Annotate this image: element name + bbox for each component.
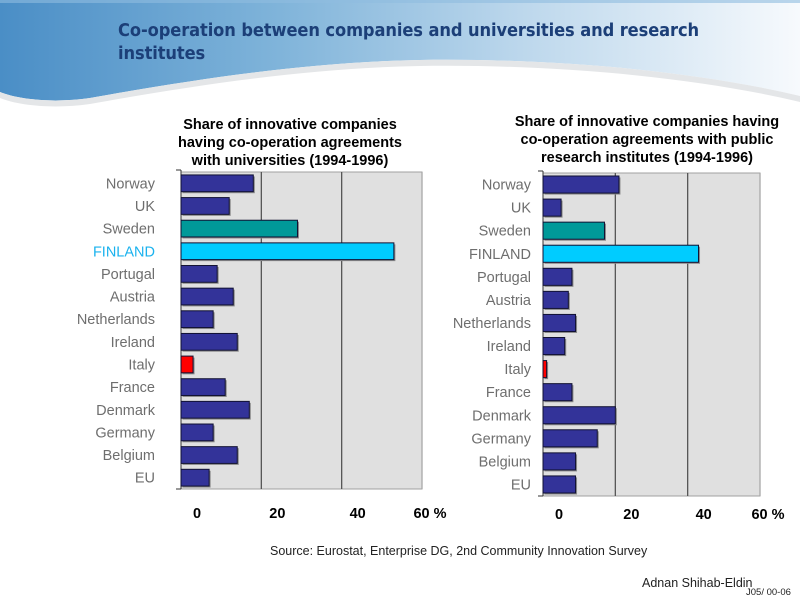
bar-france xyxy=(180,378,226,396)
bar-uk xyxy=(542,198,562,217)
category-label: Norway xyxy=(106,176,156,192)
category-label: Denmark xyxy=(472,408,532,424)
bar-norway xyxy=(542,175,620,194)
category-label: Germany xyxy=(95,425,155,441)
category-label: UK xyxy=(511,201,531,217)
chart-title-line: with universities (1994-1996) xyxy=(191,153,389,169)
chart-title-line: co-operation agreements with public xyxy=(520,132,774,148)
bar-germany xyxy=(180,423,214,442)
category-label: Austria xyxy=(486,293,532,309)
category-label: Italy xyxy=(504,362,531,378)
bar-sweden xyxy=(180,219,298,238)
category-label: Belgium xyxy=(479,454,531,470)
chart-title-line: Share of innovative companies xyxy=(183,117,397,133)
bar-norway xyxy=(180,174,254,193)
bar-france xyxy=(542,383,573,402)
x-tick-label: 60 % xyxy=(413,506,446,522)
bar-austria xyxy=(180,287,234,306)
category-label: Portugal xyxy=(101,267,155,283)
bar-eu xyxy=(542,475,577,494)
bar-denmark xyxy=(180,400,250,419)
x-tick-label: 40 xyxy=(350,506,366,522)
category-label: Netherlands xyxy=(77,312,155,328)
category-label: France xyxy=(110,380,155,396)
bar-eu xyxy=(180,468,210,487)
category-label: Austria xyxy=(110,290,156,306)
bar-ireland xyxy=(542,336,566,356)
bar-netherlands xyxy=(180,310,214,329)
bar-italy xyxy=(542,360,548,379)
x-tick-label: 0 xyxy=(193,506,201,522)
slide-title: Co-operation between companies and unive… xyxy=(118,21,700,64)
category-label: Ireland xyxy=(111,335,155,351)
bar-ireland xyxy=(180,332,238,351)
category-label: Sweden xyxy=(479,224,531,240)
chart-title-universities: Share of innovative companies having co-… xyxy=(140,116,440,170)
category-label: EU xyxy=(135,471,155,487)
category-label: Portugal xyxy=(477,270,531,286)
category-label: Norway xyxy=(482,178,532,194)
category-label: Netherlands xyxy=(453,316,531,332)
source-note: Source: Eurostat, Enterprise DG, 2nd Com… xyxy=(270,544,648,558)
bar-germany xyxy=(542,429,598,448)
category-label: France xyxy=(486,385,531,401)
header-swoosh-background xyxy=(0,0,800,107)
x-tick-label: 40 xyxy=(696,507,712,523)
chart-title-research-institutes: Share of innovative companies having co-… xyxy=(492,113,800,167)
bar-belgium xyxy=(180,446,238,464)
x-tick-label: 0 xyxy=(555,507,563,523)
bar-italy xyxy=(180,355,194,374)
bar-austria xyxy=(542,290,569,309)
category-label: Ireland xyxy=(487,339,531,355)
category-label: Sweden xyxy=(103,222,155,238)
category-label: Denmark xyxy=(96,403,156,419)
author-name: Adnan Shihab-Eldin xyxy=(642,576,753,590)
bar-denmark xyxy=(542,406,616,425)
bar-sweden xyxy=(542,221,605,240)
slide-code: J05/ 00-06 xyxy=(746,587,791,598)
chart-title-line: having co-operation agreements xyxy=(178,135,402,151)
bar-uk xyxy=(180,197,230,215)
category-label: UK xyxy=(135,199,155,215)
x-tick-label: 20 xyxy=(269,506,285,522)
category-label: Italy xyxy=(128,357,155,373)
category-label: Germany xyxy=(471,431,531,447)
x-tick-label: 60 % xyxy=(751,507,784,523)
bar-portugal xyxy=(542,267,573,286)
category-label: Belgium xyxy=(103,448,155,464)
category-label: EU xyxy=(511,477,531,493)
bar-finland xyxy=(180,242,395,261)
bar-finland xyxy=(542,244,700,263)
bar-portugal xyxy=(180,265,218,283)
bar-netherlands xyxy=(542,313,577,333)
category-label: FINLAND xyxy=(469,247,531,263)
chart-title-line: Share of innovative companies having xyxy=(514,114,780,130)
bar-belgium xyxy=(542,452,577,471)
category-label: FINLAND xyxy=(93,244,155,260)
x-tick-label: 20 xyxy=(623,507,639,523)
chart-title-line: research institutes (1994-1996) xyxy=(541,150,753,166)
